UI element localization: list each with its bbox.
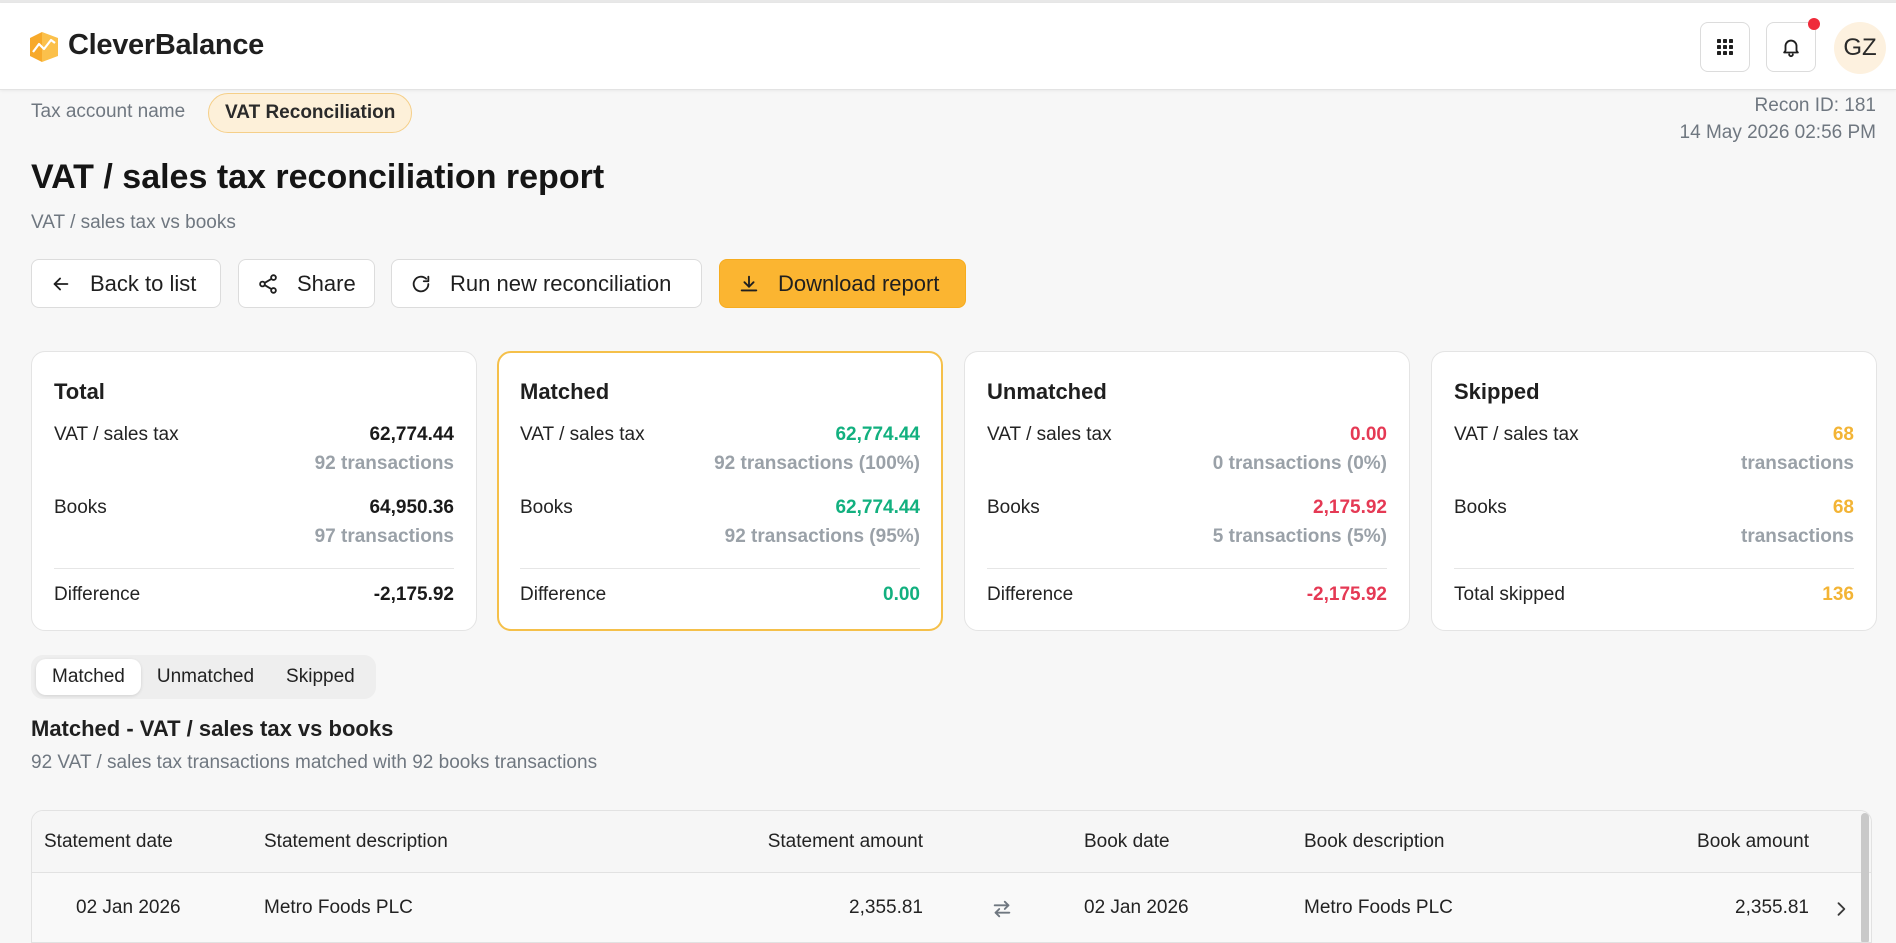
card-row-sub: 5 transactions (5%) (1212, 526, 1387, 547)
card-difference-value: -2,175.92 (373, 584, 454, 605)
card-row-sub: 97 transactions (314, 526, 454, 547)
table-row[interactable]: 02 Jan 2026 Metro Foods PLC 2,355.81 02 … (32, 873, 1871, 942)
card-row-label: Books (987, 497, 1040, 518)
user-avatar[interactable]: GZ (1834, 22, 1886, 74)
skipped-card[interactable]: Skipped VAT / sales tax 68 transactions … (1431, 351, 1877, 631)
share-button[interactable]: Share (238, 259, 375, 308)
notifications-button[interactable] (1766, 22, 1816, 72)
tax-account-label: Tax account name (31, 101, 186, 122)
book-description-cell: Metro Foods PLC (1304, 897, 1453, 918)
card-divider (520, 568, 920, 569)
card-row-label: Total skipped (1454, 584, 1565, 605)
card-row-value: 2,175.92 (1313, 497, 1387, 518)
card-row-value: 0.00 (1350, 424, 1387, 445)
card-row-sub: transactions (1741, 526, 1854, 547)
app-logo[interactable]: CleverBalance (30, 29, 264, 62)
card-title: Total (54, 379, 105, 404)
card-row-label: Books (1454, 497, 1507, 518)
arrow-left-icon (53, 277, 69, 290)
recon-id: Recon ID: 181 (1754, 95, 1876, 116)
swap-arrows-icon (993, 900, 1011, 918)
result-tabs: Matched Unmatched Skipped (31, 655, 376, 699)
statement-amount-cell: 2,355.81 (849, 897, 923, 918)
card-row-value: 68 (1832, 497, 1854, 518)
grid-icon (1717, 39, 1733, 55)
run-new-reconciliation-label: Run new reconciliation (450, 270, 672, 296)
card-divider (1454, 568, 1854, 569)
card-row-label: VAT / sales tax (987, 424, 1112, 445)
tax-account-badge: VAT Reconciliation (208, 93, 413, 133)
card-row-sub: 92 transactions (100%) (714, 453, 920, 474)
app-name: CleverBalance (68, 29, 264, 61)
statement-description-cell: Metro Foods PLC (264, 897, 413, 918)
apps-button[interactable] (1700, 22, 1750, 72)
logo-icon (30, 31, 58, 62)
column-header-statement-description[interactable]: Statement description (264, 831, 448, 852)
column-header-statement-date[interactable]: Statement date (44, 831, 173, 852)
card-row-label: Books (520, 497, 573, 518)
app-header: CleverBalance GZ (0, 3, 1896, 90)
bell-icon (1783, 39, 1799, 58)
notification-dot (1808, 18, 1820, 30)
card-difference-value: -2,175.92 (1306, 584, 1387, 605)
avatar-initials: GZ (1843, 34, 1877, 61)
tab-matched[interactable]: Matched (36, 659, 141, 695)
card-total-skipped-value: 136 (1822, 584, 1854, 605)
back-to-list-button[interactable]: Back to list (31, 259, 221, 308)
card-row-label: Books (54, 497, 107, 518)
card-row-value: 62,774.44 (835, 497, 920, 518)
download-report-label: Download report (778, 270, 940, 296)
card-row-sub: transactions (1741, 453, 1854, 474)
download-report-button[interactable]: Download report (719, 259, 966, 308)
card-row-label: Difference (54, 584, 141, 605)
card-row-label: Difference (987, 584, 1074, 605)
card-row-value: 62,774.44 (835, 424, 920, 445)
card-row-value: 64,950.36 (369, 497, 454, 518)
card-row-sub: 0 transactions (0%) (1212, 453, 1387, 474)
section-title: Matched - VAT / sales tax vs books (31, 716, 394, 741)
back-to-list-label: Back to list (90, 270, 197, 296)
page-subtitle: VAT / sales tax vs books (31, 212, 236, 233)
total-card: Total VAT / sales tax 62,774.44 92 trans… (31, 351, 477, 631)
refresh-icon (412, 275, 430, 292)
page-title: VAT / sales tax reconciliation report (31, 158, 605, 196)
card-divider (54, 568, 454, 569)
card-row-label: VAT / sales tax (1454, 424, 1579, 445)
recon-datetime: 14 May 2026 02:56 PM (1679, 122, 1876, 143)
table-header: Statement date Statement description Sta… (32, 811, 1871, 873)
column-header-book-description[interactable]: Book description (1304, 831, 1445, 852)
card-difference-value: 0.00 (883, 584, 920, 605)
card-row-label: VAT / sales tax (520, 424, 645, 445)
tab-skipped[interactable]: Skipped (286, 666, 355, 687)
unmatched-card[interactable]: Unmatched VAT / sales tax 0.00 0 transac… (964, 351, 1410, 631)
tab-unmatched[interactable]: Unmatched (156, 666, 255, 687)
book-date-cell: 02 Jan 2026 (1084, 897, 1189, 918)
card-row-label: Difference (520, 584, 607, 605)
card-title: Skipped (1454, 379, 1540, 404)
section-subtitle: 92 VAT / sales tax transactions matched … (31, 752, 598, 773)
top-border (0, 0, 1896, 3)
matched-transactions-table: Statement date Statement description Sta… (31, 810, 1872, 943)
card-row-sub: 92 transactions (314, 453, 454, 474)
column-header-book-date[interactable]: Book date (1084, 831, 1170, 852)
share-icon (259, 273, 277, 294)
share-label: Share (297, 270, 356, 296)
matched-card[interactable]: Matched VAT / sales tax 62,774.44 92 tra… (497, 351, 943, 631)
statement-date-cell: 02 Jan 2026 (76, 897, 181, 918)
card-title: Unmatched (987, 379, 1107, 404)
run-new-reconciliation-button[interactable]: Run new reconciliation (391, 259, 702, 308)
card-row-value: 68 (1832, 424, 1854, 445)
card-title: Matched (520, 379, 610, 404)
table-scrollbar[interactable] (1861, 813, 1869, 942)
column-header-statement-amount[interactable]: Statement amount (767, 831, 923, 852)
book-amount-cell: 2,355.81 (1735, 897, 1809, 918)
card-row-sub: 92 transactions (95%) (724, 526, 920, 547)
card-row-value: 62,774.44 (369, 424, 454, 445)
chevron-right-icon[interactable] (1831, 898, 1851, 920)
card-row-label: VAT / sales tax (54, 424, 179, 445)
download-icon (740, 275, 758, 291)
card-divider (987, 568, 1387, 569)
column-header-book-amount[interactable]: Book amount (1697, 831, 1809, 852)
